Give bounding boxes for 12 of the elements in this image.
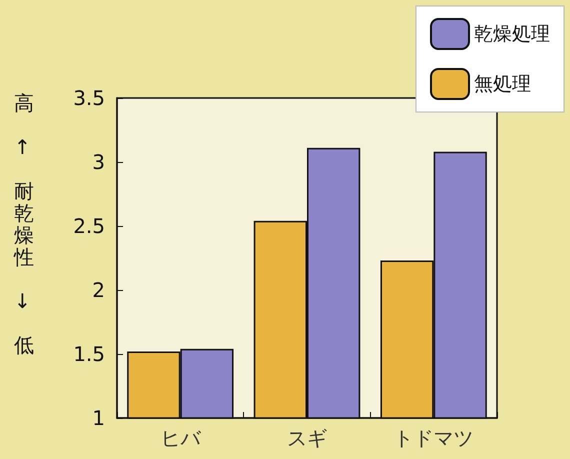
y-tick-label: 3	[92, 150, 105, 174]
y-axis-title: 高 ↑ 耐乾燥性 ↓ 低	[13, 91, 34, 357]
y-tick-label: 1	[92, 406, 105, 430]
legend-label: 無処理	[474, 73, 531, 95]
y-tick-label: 3.5	[73, 86, 105, 110]
x-tick-label: ヒバ	[160, 426, 202, 450]
y-tick-label: 2.5	[73, 214, 105, 238]
x-tick-label: スギ	[287, 426, 327, 450]
y-tick-label: 1.5	[73, 342, 105, 366]
legend-label: 乾燥処理	[474, 23, 550, 45]
x-tick-label: トドマツ	[394, 426, 474, 450]
y-tick-label: 2	[92, 278, 105, 302]
